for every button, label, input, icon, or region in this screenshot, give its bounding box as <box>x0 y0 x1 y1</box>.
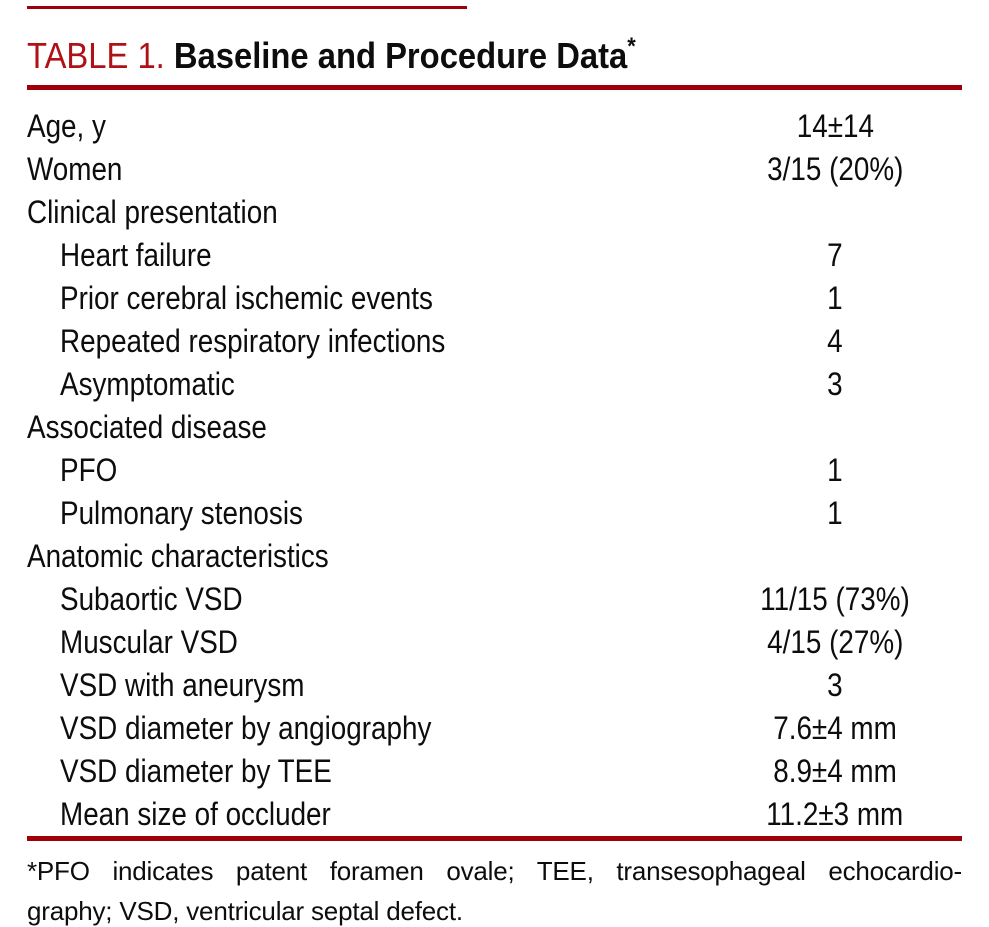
table-row: Women 3/15 (20%) <box>27 148 962 191</box>
table-row: Heart failure 7 <box>27 234 962 277</box>
table-row: Subaortic VSD 11/15 (73%) <box>27 578 962 621</box>
table-row: Prior cerebral ischemic events 1 <box>27 277 962 320</box>
bottom-rule <box>27 836 962 841</box>
table-row: Anatomic characteristics <box>27 535 962 578</box>
row-value: 4 <box>827 323 843 359</box>
table-row: Associated disease <box>27 406 962 449</box>
table-row: Age, y 14±14 <box>27 105 962 148</box>
table-row: Repeated respiratory infections 4 <box>27 320 962 363</box>
row-value: 3/15 (20%) <box>766 151 904 187</box>
row-value: 3 <box>827 366 843 402</box>
row-label: Muscular VSD <box>60 624 238 660</box>
row-value: 1 <box>827 280 843 316</box>
row-value: 3 <box>827 667 843 703</box>
table-row: Clinical presentation <box>27 191 962 234</box>
table-row: Mean size of occluder 11.2±3 mm <box>27 793 962 836</box>
header-rule <box>27 85 962 90</box>
table-title: TABLE 1. Baseline and Procedure Data* <box>27 0 962 77</box>
row-label: PFO <box>60 452 118 488</box>
row-label: Mean size of occluder <box>60 796 331 832</box>
row-label: Subaortic VSD <box>60 581 243 617</box>
footnote-line-1: *PFO indicates patent foramen ovale; TEE… <box>27 856 962 886</box>
row-label: Asymptomatic <box>60 366 235 402</box>
table-row: Asymptomatic 3 <box>27 363 962 406</box>
row-label: Heart failure <box>60 237 212 273</box>
row-value: 1 <box>827 452 843 488</box>
row-label: VSD with aneurysm <box>60 667 305 703</box>
table-number-label: TABLE 1. <box>27 35 165 76</box>
row-value: 7 <box>827 237 843 273</box>
row-label: Repeated respiratory infections <box>60 323 446 359</box>
table-row: Muscular VSD 4/15 (27%) <box>27 621 962 664</box>
row-label: Anatomic characteristics <box>27 538 329 574</box>
row-value <box>708 406 962 449</box>
table-body: Age, y 14±14 Women 3/15 (20%) Clinical p… <box>27 105 962 836</box>
row-label: Associated disease <box>27 409 267 445</box>
table-row: Pulmonary stenosis 1 <box>27 492 962 535</box>
top-rule-fragment <box>27 6 467 9</box>
table-row: VSD with aneurysm 3 <box>27 664 962 707</box>
row-label: Age, y <box>27 108 106 144</box>
row-label: VSD diameter by angiography <box>60 710 432 746</box>
row-label: Clinical presentation <box>27 194 278 230</box>
row-label: Prior cerebral ischemic events <box>60 280 433 316</box>
row-value: 11/15 (73%) <box>760 581 910 617</box>
row-label: Women <box>27 151 123 187</box>
table-footnote: *PFO indicates patent foramen ovale; TEE… <box>27 851 962 927</box>
row-value: 8.9±4 mm <box>773 753 897 789</box>
footnote-line-2: graphy; VSD, ventricular septal defect. <box>27 896 463 926</box>
row-value: 1 <box>827 495 843 531</box>
row-value <box>708 535 962 578</box>
row-label: Pulmonary stenosis <box>60 495 303 531</box>
table-title-text: Baseline and Procedure Data <box>164 35 628 76</box>
row-value: 14±14 <box>796 108 874 144</box>
table-title-asterisk: * <box>627 33 636 60</box>
row-value: 11.2±3 mm <box>766 796 904 832</box>
table-row: VSD diameter by angiography 7.6±4 mm <box>27 707 962 750</box>
row-label: VSD diameter by TEE <box>60 753 332 789</box>
row-value: 4/15 (27%) <box>766 624 904 660</box>
row-value <box>708 191 962 234</box>
row-value: 7.6±4 mm <box>773 710 897 746</box>
table-row: PFO 1 <box>27 449 962 492</box>
table-row: VSD diameter by TEE 8.9±4 mm <box>27 750 962 793</box>
